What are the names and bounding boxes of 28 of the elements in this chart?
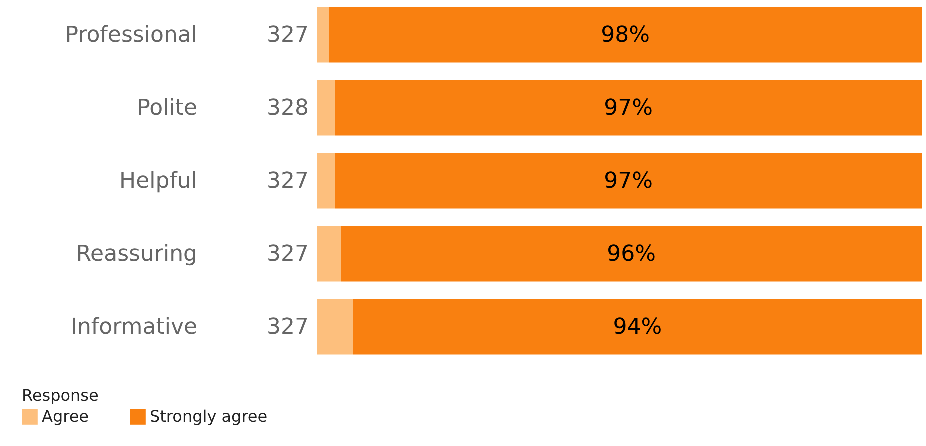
legend-label: Strongly agree: [150, 407, 268, 426]
legend-label: Agree: [42, 407, 90, 426]
y-tick-label: Professional: [65, 23, 198, 48]
data-label: 96%: [607, 242, 656, 267]
bar: [317, 153, 336, 209]
legend-title: Response: [22, 386, 99, 405]
bar: [353, 299, 922, 355]
bar: [335, 80, 922, 136]
data-label: 98%: [601, 23, 650, 48]
data-label: 97%: [604, 169, 654, 194]
text: 327: [267, 242, 309, 267]
y-tick-label: Polite: [137, 96, 198, 122]
bar: [335, 153, 922, 209]
data-label: 94%: [613, 314, 662, 340]
bar: [317, 80, 336, 136]
y-tick-label: Helpful: [120, 169, 198, 194]
text: 327: [267, 23, 309, 48]
bar: [317, 299, 354, 355]
bar: [317, 226, 342, 282]
bar: [329, 7, 922, 63]
bar: [341, 226, 922, 282]
text: 328: [267, 96, 309, 122]
text: 327: [267, 169, 309, 194]
data-label: 97%: [604, 96, 654, 122]
y-tick-label: Informative: [71, 314, 198, 340]
y-tick-label: Reassuring: [76, 242, 198, 267]
bar: [317, 7, 330, 63]
text: 327: [267, 314, 309, 340]
